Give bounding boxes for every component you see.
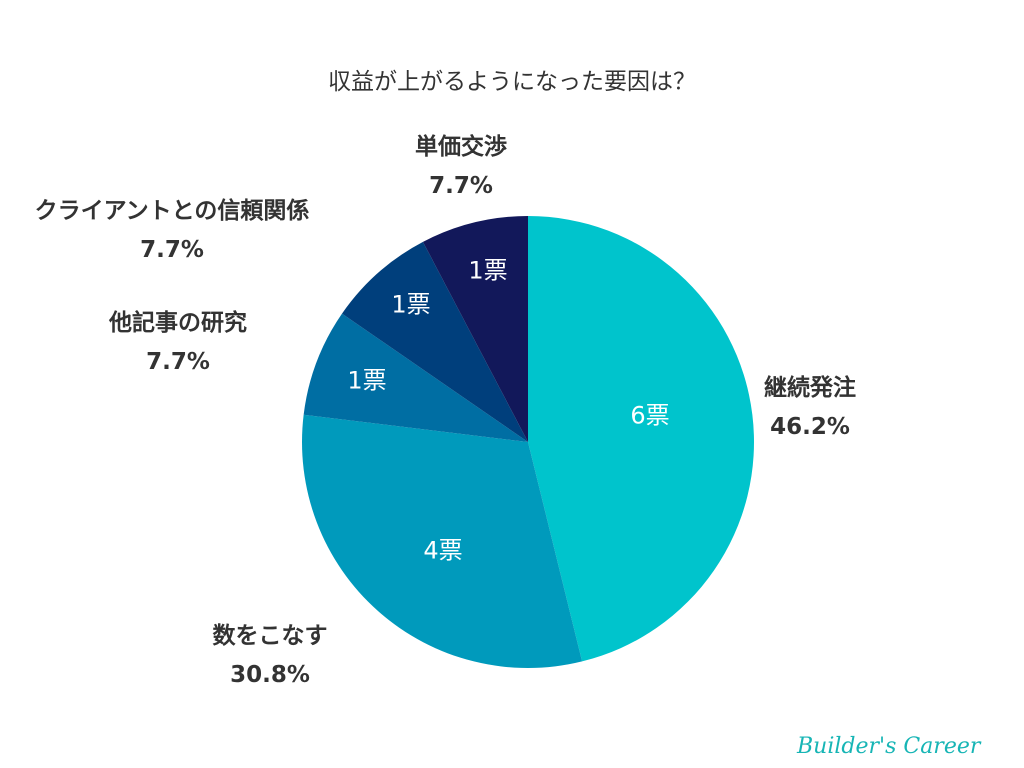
- slice-label-tanka: 単価交渉 7.7%: [415, 128, 507, 206]
- slice-value-label: 1票: [468, 256, 508, 285]
- chart-title: 収益が上がるようになった要因は？: [328, 69, 696, 95]
- slice-name: 単価交渉: [415, 134, 507, 160]
- pie-slice: [422, 216, 528, 442]
- pie-slice: [342, 241, 528, 442]
- slice-name: 継続発注: [764, 375, 856, 401]
- pie-slice: [528, 215, 755, 662]
- slice-percent: 7.7%: [146, 349, 210, 375]
- slice-name: 他記事の研究: [109, 310, 247, 336]
- pie-slice: [302, 414, 583, 668]
- slice-label-kazu: 数をこなす 30.8%: [213, 617, 328, 695]
- slice-value-label: 6票: [630, 401, 670, 430]
- slice-value-label: 1票: [391, 290, 431, 319]
- slice-percent: 7.7%: [140, 237, 204, 263]
- watermark-logo: Builder's Career: [797, 734, 981, 759]
- slice-percent: 7.7%: [429, 173, 493, 199]
- slice-name: 数をこなす: [212, 623, 328, 649]
- slice-name: クライアントとの信頼関係: [34, 198, 310, 224]
- slice-label-shinrai: クライアントとの信頼関係 7.7%: [35, 192, 310, 270]
- slice-value-label: 1票: [347, 366, 387, 395]
- slice-label-takiji: 他記事の研究 7.7%: [109, 304, 247, 382]
- slice-value-label: 4票: [423, 536, 463, 565]
- slice-percent: 30.8%: [230, 662, 310, 688]
- slice-percent: 46.2%: [770, 414, 850, 440]
- slice-label-keizoku: 継続発注 46.2%: [764, 369, 856, 447]
- pie-slice: [303, 313, 528, 442]
